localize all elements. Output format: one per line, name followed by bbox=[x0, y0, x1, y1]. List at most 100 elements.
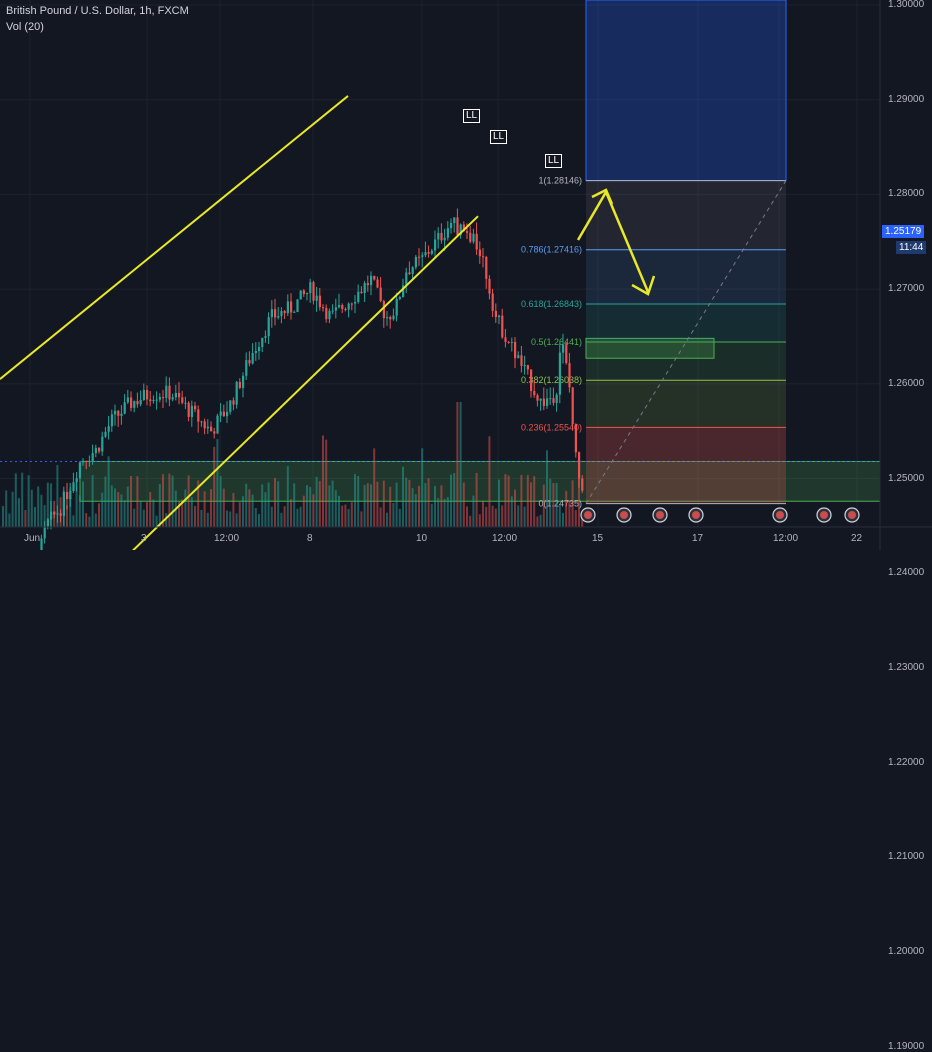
channel-upper-line bbox=[0, 95, 349, 380]
chart-canvas[interactable]: 1(1.28146) 0.786(1.27416) 0.618(1.26843) 0.… bbox=[0, 0, 932, 550]
volume-bar bbox=[82, 481, 84, 527]
time-tick-label: 17 bbox=[692, 533, 704, 544]
volume-bar bbox=[475, 472, 478, 527]
volume-bar bbox=[392, 503, 395, 527]
volume-bar bbox=[504, 474, 507, 527]
volume-bar bbox=[104, 476, 107, 527]
candle-body bbox=[104, 431, 107, 437]
volume-bar bbox=[254, 507, 257, 527]
candle-body bbox=[296, 299, 299, 312]
candle-body bbox=[274, 309, 277, 318]
volume-bar bbox=[462, 482, 465, 527]
price-tick-label: 1.21000 bbox=[888, 851, 925, 863]
economic-events[interactable] bbox=[580, 507, 860, 523]
volume-bar bbox=[11, 491, 14, 527]
candle-body bbox=[533, 391, 536, 396]
volume-bars bbox=[2, 402, 584, 527]
candle-body bbox=[392, 315, 395, 320]
ll-label-3: LL bbox=[545, 154, 563, 168]
volume-bar bbox=[232, 493, 235, 527]
candle-body bbox=[376, 279, 379, 288]
volume-bar bbox=[2, 506, 4, 527]
candle-body bbox=[107, 426, 110, 432]
candle-body bbox=[155, 399, 158, 401]
volume-bar bbox=[344, 504, 347, 527]
volume-bar bbox=[530, 482, 532, 527]
volume-bar bbox=[456, 402, 459, 527]
candle-body bbox=[379, 287, 382, 302]
volume-bar bbox=[347, 509, 350, 527]
volume-bar bbox=[517, 505, 520, 527]
volume-bar bbox=[248, 489, 251, 527]
candle-body bbox=[158, 397, 161, 400]
volume-bar bbox=[274, 477, 276, 527]
price-tick-label: 1.20000 bbox=[888, 946, 925, 957]
volume-bar bbox=[488, 436, 491, 527]
candle-body bbox=[142, 389, 145, 400]
candle-body bbox=[568, 363, 571, 388]
drawings[interactable] bbox=[0, 95, 656, 550]
volume-bar bbox=[546, 450, 548, 527]
volume-bar bbox=[72, 515, 75, 527]
volume-bar bbox=[334, 490, 337, 527]
volume-bar bbox=[155, 515, 158, 527]
volume-bar bbox=[363, 484, 366, 527]
volume-bar bbox=[533, 476, 536, 527]
volume-bar bbox=[386, 512, 388, 527]
volume-bar bbox=[427, 478, 430, 527]
volume-bar bbox=[501, 505, 504, 527]
volume-bar bbox=[398, 508, 401, 527]
event-flag-dot bbox=[820, 511, 828, 519]
volume-bar bbox=[402, 466, 404, 527]
volume-bar bbox=[309, 487, 312, 527]
candle-body bbox=[405, 272, 408, 286]
candle-body bbox=[251, 353, 254, 364]
candle-body bbox=[504, 337, 507, 342]
volume-bar bbox=[542, 484, 545, 527]
volume-bar bbox=[341, 505, 344, 527]
candle-body bbox=[43, 526, 46, 539]
volume-bar bbox=[133, 508, 136, 527]
volume-bar bbox=[549, 478, 552, 527]
volume-bar bbox=[408, 479, 411, 527]
candle-body bbox=[494, 310, 497, 318]
candle-body bbox=[306, 292, 309, 295]
volume-bar bbox=[302, 495, 305, 527]
volume-bar bbox=[491, 505, 494, 527]
volume-bar bbox=[171, 475, 174, 527]
volume-bar bbox=[510, 496, 513, 527]
volume-bar bbox=[21, 472, 24, 527]
candle-body bbox=[389, 317, 392, 320]
volume-bar bbox=[94, 513, 97, 527]
volume-bar bbox=[360, 511, 363, 527]
volume-bar bbox=[210, 489, 212, 527]
volume-bar bbox=[421, 448, 424, 527]
volume-bar bbox=[190, 497, 193, 527]
candle-body bbox=[421, 255, 424, 257]
volume-bar bbox=[222, 488, 225, 527]
volume-bar bbox=[424, 483, 427, 527]
fib-retracement[interactable]: 1(1.28146) 0.786(1.27416) 0.618(1.26843) 0.… bbox=[521, 176, 787, 509]
volume-bar bbox=[107, 456, 110, 527]
candle-body bbox=[395, 298, 398, 316]
candle-body bbox=[437, 232, 440, 240]
volume-bar bbox=[69, 487, 72, 527]
fib-level-label: 0(1.24735) bbox=[538, 499, 582, 509]
candle-body bbox=[187, 402, 190, 417]
volume-indicator-label: Vol (20) bbox=[6, 21, 44, 33]
price-tick-label: 1.19000 bbox=[888, 1040, 925, 1052]
volume-bar bbox=[197, 480, 200, 527]
time-tick-label: 22 bbox=[851, 533, 863, 544]
volume-bar bbox=[482, 501, 484, 527]
candle-body bbox=[539, 398, 542, 401]
volume-bar bbox=[46, 482, 49, 527]
candle-body bbox=[126, 397, 129, 403]
candle-body bbox=[312, 282, 315, 301]
volume-bar bbox=[514, 489, 516, 527]
candle-body bbox=[309, 282, 312, 293]
volume-bar bbox=[440, 485, 443, 527]
volume-bar bbox=[136, 476, 139, 527]
candle-body bbox=[552, 398, 555, 403]
volume-bar bbox=[168, 473, 171, 527]
candle-body bbox=[510, 341, 513, 343]
